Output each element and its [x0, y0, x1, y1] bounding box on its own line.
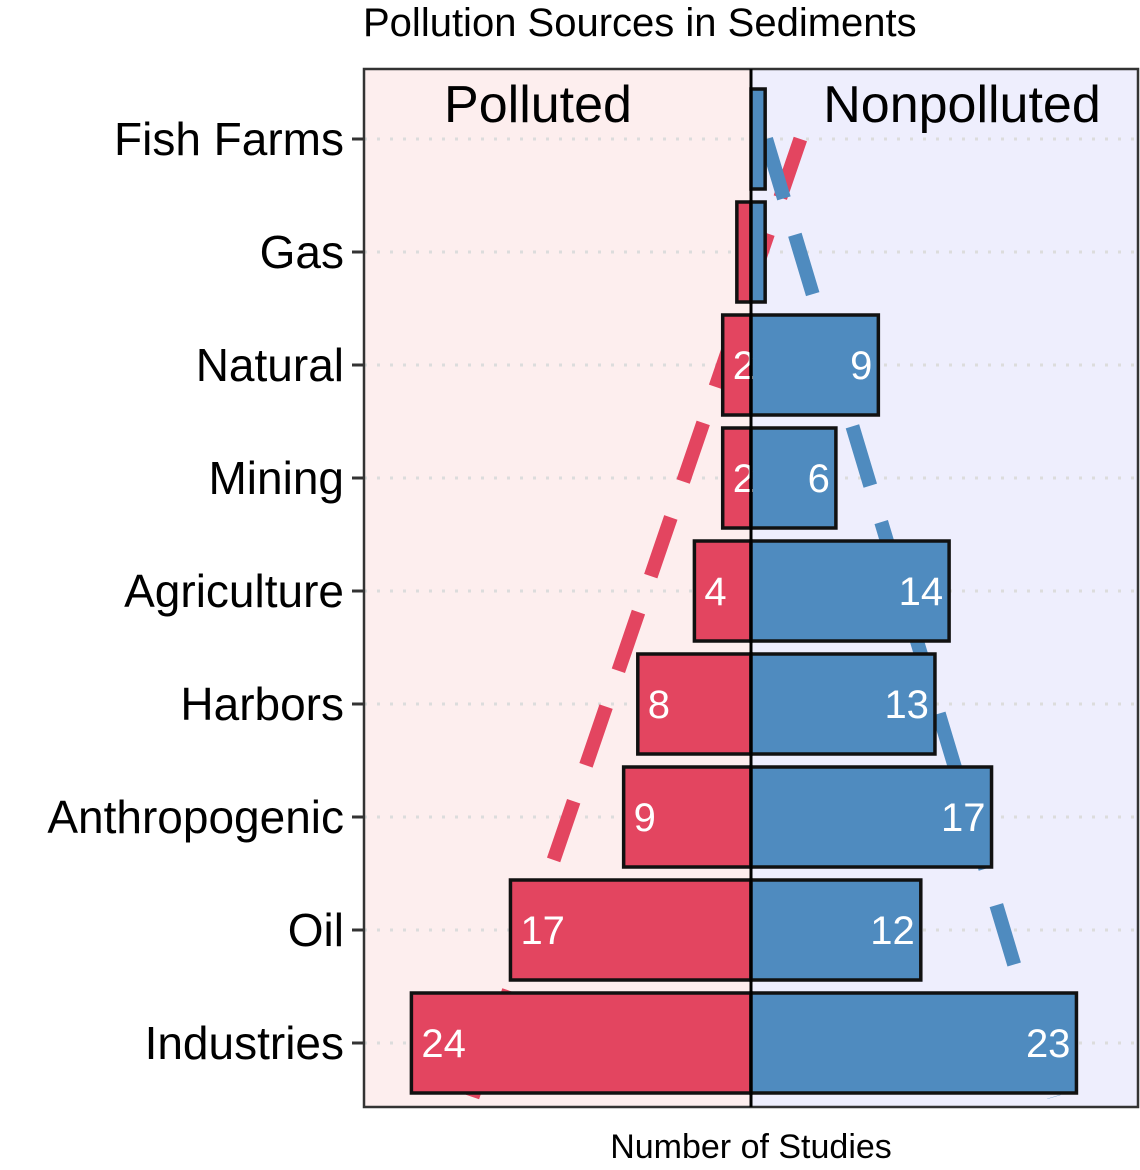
category-label: Fish Farms	[114, 113, 344, 165]
category-label: Mining	[208, 452, 344, 504]
data-label: 2	[733, 457, 755, 501]
bar-polluted	[692, 539, 753, 643]
category-label: Gas	[260, 226, 344, 278]
chart-title: Pollution Sources in Sediments	[363, 1, 917, 45]
data-label: 12	[870, 909, 915, 953]
bar-nonpolluted	[749, 87, 767, 191]
bar-polluted	[409, 991, 753, 1095]
bar-nonpolluted	[749, 991, 1079, 1095]
data-label: 17	[941, 796, 986, 840]
bar-polluted	[636, 652, 753, 756]
category-label: Harbors	[180, 678, 344, 730]
data-label: 23	[1026, 1022, 1071, 1066]
bar-nonpolluted	[749, 878, 923, 982]
bar-polluted	[621, 765, 753, 869]
category-label: Agriculture	[124, 565, 344, 617]
legend-polluted: Polluted	[444, 76, 632, 134]
category-label: Oil	[288, 904, 344, 956]
data-label: 4	[704, 570, 726, 614]
bar-polluted	[735, 200, 753, 304]
bar-polluted	[720, 313, 753, 417]
data-label: 9	[850, 344, 872, 388]
category-label: Industries	[145, 1017, 344, 1069]
data-label: 2	[733, 344, 755, 388]
data-label: 24	[421, 1022, 466, 1066]
x-axis-label: Number of Studies	[610, 1128, 892, 1166]
data-label: 6	[808, 457, 830, 501]
legend-nonpolluted: Nonpolluted	[823, 76, 1101, 134]
data-label: 14	[899, 570, 944, 614]
bar-nonpolluted	[749, 652, 937, 756]
data-label: 8	[648, 683, 670, 727]
bar-polluted	[720, 426, 753, 530]
data-label: 9	[634, 796, 656, 840]
data-label: 13	[884, 683, 929, 727]
bar-nonpolluted	[749, 200, 767, 304]
data-label: 17	[520, 909, 565, 953]
category-label: Anthropogenic	[47, 791, 344, 843]
category-label: Natural	[196, 339, 344, 391]
